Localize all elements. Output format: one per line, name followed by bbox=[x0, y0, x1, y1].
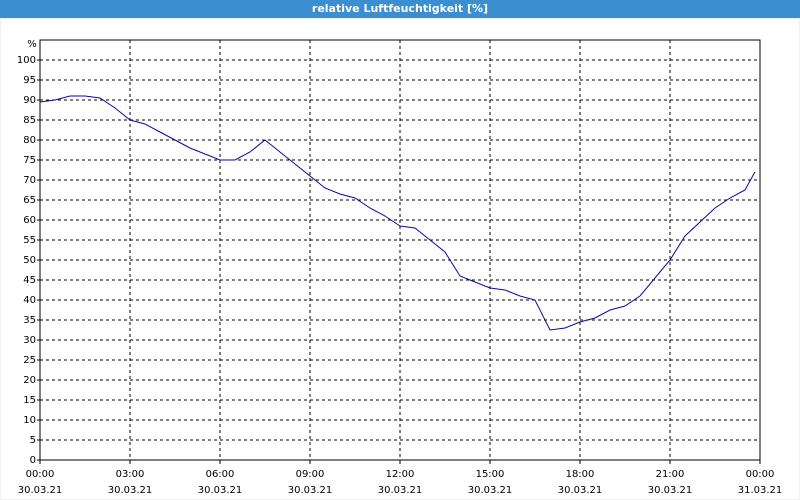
x-tick-date: 30.03.21 bbox=[198, 485, 243, 496]
x-tick-label: 00:00 bbox=[746, 469, 775, 480]
title-bar bbox=[0, 0, 800, 18]
plot-frame bbox=[39, 39, 761, 461]
y-tick-label: 45 bbox=[23, 275, 36, 286]
y-tick-label: 100 bbox=[17, 55, 36, 66]
x-tick-label: 09:00 bbox=[296, 469, 325, 480]
x-tick-label: 00:00 bbox=[26, 469, 55, 480]
y-tick-label: 20 bbox=[23, 375, 36, 386]
y-tick-label: 95 bbox=[23, 75, 36, 86]
x-tick-label: 18:00 bbox=[566, 469, 595, 480]
y-tick-label: 80 bbox=[23, 135, 36, 146]
y-tick-label: 10 bbox=[23, 415, 36, 426]
x-tick-label: 21:00 bbox=[656, 469, 685, 480]
y-tick-label: 0 bbox=[30, 455, 36, 466]
x-tick-date: 30.03.21 bbox=[378, 485, 423, 496]
line-series bbox=[39, 95, 756, 331]
x-tick-label: 03:00 bbox=[116, 469, 145, 480]
x-tick-date: 31.03.21 bbox=[738, 485, 783, 496]
x-tick-label: 06:00 bbox=[206, 469, 235, 480]
y-unit: % bbox=[27, 39, 37, 50]
y-tick-label: 50 bbox=[23, 255, 36, 266]
x-tick-label: 15:00 bbox=[476, 469, 505, 480]
y-tick-label: 90 bbox=[23, 95, 36, 106]
x-tick-date: 30.03.21 bbox=[648, 485, 693, 496]
y-tick-label: 70 bbox=[23, 175, 36, 186]
y-tick-label: 35 bbox=[23, 315, 36, 326]
x-tick-date: 30.03.21 bbox=[18, 485, 63, 496]
y-tick-label: 25 bbox=[23, 355, 36, 366]
y-tick-label: 65 bbox=[23, 195, 36, 206]
window-title: relative Luftfeuchtigkeit [%] bbox=[312, 2, 488, 15]
x-tick-date: 30.03.21 bbox=[558, 485, 603, 496]
y-tick-label: 30 bbox=[23, 335, 36, 346]
y-tick-label: 40 bbox=[23, 295, 36, 306]
x-tick-label: 12:00 bbox=[386, 469, 415, 480]
y-tick-label: 55 bbox=[23, 235, 36, 246]
y-tick-label: 85 bbox=[23, 115, 36, 126]
y-tick-label: 60 bbox=[23, 215, 36, 226]
x-tick-date: 30.03.21 bbox=[108, 485, 153, 496]
y-tick-label: 5 bbox=[30, 435, 36, 446]
x-tick-date: 30.03.21 bbox=[288, 485, 333, 496]
y-tick-label: 15 bbox=[23, 395, 36, 406]
y-tick-label: 75 bbox=[23, 155, 36, 166]
x-tick-date: 30.03.21 bbox=[468, 485, 513, 496]
